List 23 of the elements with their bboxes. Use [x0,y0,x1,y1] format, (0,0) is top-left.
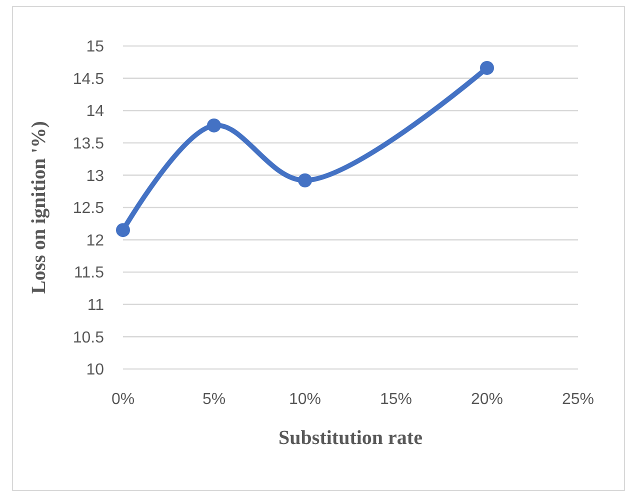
x-tick-label: 0% [111,391,135,408]
y-tick-label: 10.5 [72,329,104,346]
y-tick-label: 11 [87,297,104,314]
point [116,223,130,238]
y-tick-label: 15 [86,38,104,56]
y-axis-title: Loss on ignition '%) [28,121,50,294]
x-tick-label: 20% [470,391,504,408]
y-tick-label: 13.5 [72,136,104,152]
y-tick-label: 12 [86,232,104,250]
y-tick-label: 10 [86,362,104,379]
x-tick-label: 15% [380,391,412,408]
x-tick-label: 25% [562,391,594,408]
y-tick-label: 14.5 [72,70,104,88]
y-tick-label: 12.5 [72,200,104,218]
x-axis-title: Substitution rate [278,427,423,449]
point [207,118,221,132]
y-tick-label: 14 [86,103,104,120]
x-tick-label: 5% [202,391,226,408]
point [298,173,312,188]
y-tick-label: 13 [86,168,104,185]
x-tick-label: 10% [288,391,322,408]
y-tick-label: 11.5 [74,264,104,282]
point [480,60,494,75]
